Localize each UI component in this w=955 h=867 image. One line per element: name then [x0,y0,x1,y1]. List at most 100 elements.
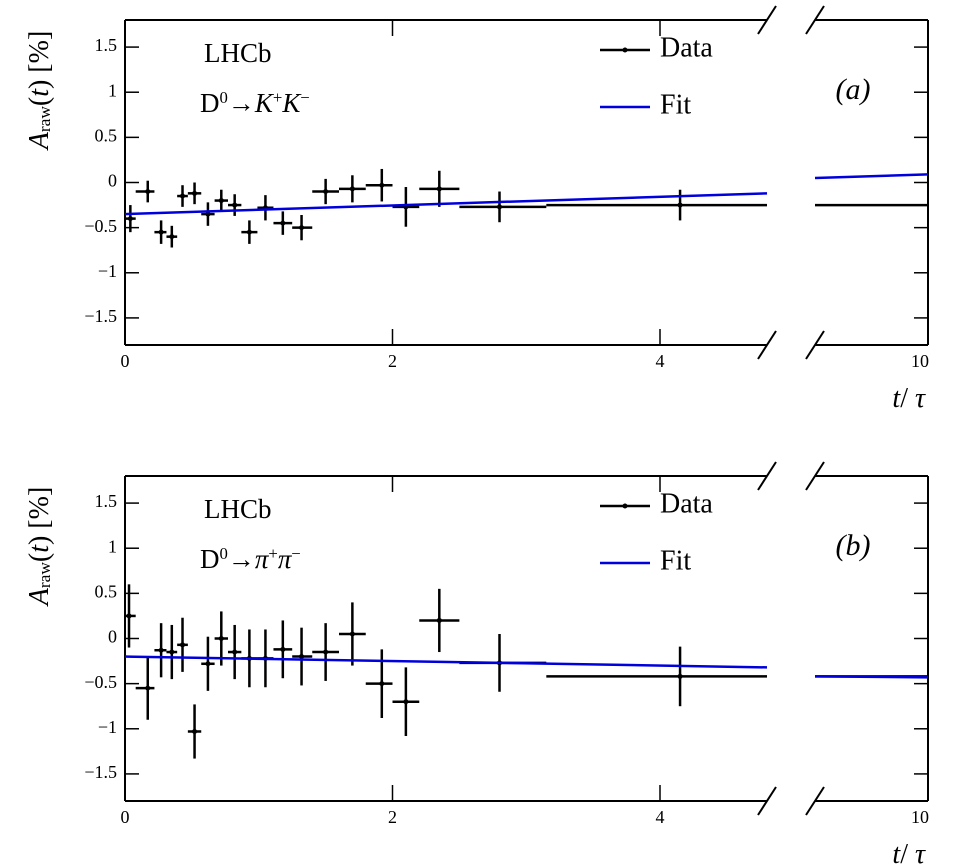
y-axis-label-part: ( [24,553,55,562]
y-tick-label: −1 [98,717,117,737]
data-point [323,649,329,655]
experiment-label: LHCb [204,494,272,524]
y-axis-label-part: ) [%] [24,31,55,89]
data-point [403,699,409,705]
x-axis-label-part: t [892,383,901,414]
y-axis-label-part: ( [24,97,55,106]
data-point [232,202,238,208]
y-axis-label: Araw(t) [%] [24,487,55,608]
axis-break [757,5,777,35]
y-axis-label-part: ) [%] [24,487,55,545]
y-axis-label-part: t [24,544,55,553]
decay-label-part: + [268,544,277,563]
data-point [158,229,164,235]
y-axis-label-part: raw [35,562,54,588]
y-tick-label: −1 [98,261,117,281]
data-point [379,182,385,188]
data-point [436,186,442,192]
decay-label-part: K [281,88,302,118]
data-point [169,649,175,655]
axis-break [805,786,825,816]
y-tick-label: 1 [108,80,117,100]
decay-label-part: + [273,88,282,107]
data-point [192,728,198,734]
data-point [349,631,355,637]
x-axis-label-part: / [900,383,915,414]
y-tick-label: 1.5 [95,491,118,511]
data-point [205,211,211,217]
data-point [280,220,286,226]
data-point [497,204,502,210]
axis-break [805,461,825,491]
data-point [145,685,151,691]
panel-label: (b) [836,529,871,562]
panel-label: (a) [836,73,871,106]
y-tick-label: 0 [108,627,117,647]
fit-line [814,173,929,180]
data-point [180,642,186,648]
data-point [192,190,198,196]
y-tick-label: −0.5 [84,216,117,236]
experiment-label: LHCb [204,38,272,68]
legend-swatch [622,503,628,509]
decay-label-part: π [255,544,270,574]
y-tick-label: −1.5 [84,306,117,326]
data-point [126,613,132,619]
data-point [218,198,224,204]
data-point [205,661,211,667]
decay-label-part: K [254,88,275,118]
data-point [145,189,151,195]
y-axis-label-part: A [24,131,55,151]
decay-label-part: → [228,88,255,118]
data-point [280,646,286,652]
x-axis-label-part: τ [915,383,926,414]
decay-label-part: → [228,544,255,574]
axis-break [805,330,825,360]
y-tick-label: 0.5 [95,125,118,145]
y-axis-label: Araw(t) [%] [24,31,55,152]
x-tick-label: 0 [121,807,130,827]
data-point [379,681,385,687]
data-point [218,636,224,641]
data-point [349,186,355,192]
x-axis-label-part: t [892,839,901,867]
y-tick-label: 0.5 [95,581,118,601]
axis-break [757,461,777,491]
legend-label: Data [660,32,713,63]
data-point [232,649,238,655]
x-axis-label: t/ τ [892,383,926,414]
data-point [677,673,683,679]
x-tick-label: 4 [656,807,665,827]
legend-label: Data [660,488,713,519]
data-point [158,647,164,653]
fit-line [124,655,768,669]
y-axis-label-part: A [24,587,55,607]
data-point [127,216,133,222]
x-tick-label: 2 [388,351,397,371]
decay-label-part: 0 [220,544,228,563]
y-axis-label-part: t [24,88,55,97]
decay-label-part: − [300,88,309,107]
y-tick-label: −0.5 [84,672,117,692]
decay-label: D0→π+π− [200,544,301,574]
y-tick-label: 1.5 [95,35,118,55]
y-tick-label: 0 [108,171,117,191]
decay-label-part: 0 [220,88,228,107]
x-axis-label-part: / [900,839,915,867]
axis-break [757,786,777,816]
legend-label: Fit [660,545,691,576]
x-tick-label: 2 [388,807,397,827]
data-point [323,189,329,195]
data-point [246,229,252,235]
x-tick-label: 10 [911,351,929,371]
y-tick-label: 1 [108,536,117,556]
axis-break [757,330,777,360]
decay-label-part: − [291,544,300,563]
data-point [299,654,305,660]
data-point [677,202,683,208]
y-axis-label-part: raw [35,106,54,132]
data-point [169,234,175,240]
